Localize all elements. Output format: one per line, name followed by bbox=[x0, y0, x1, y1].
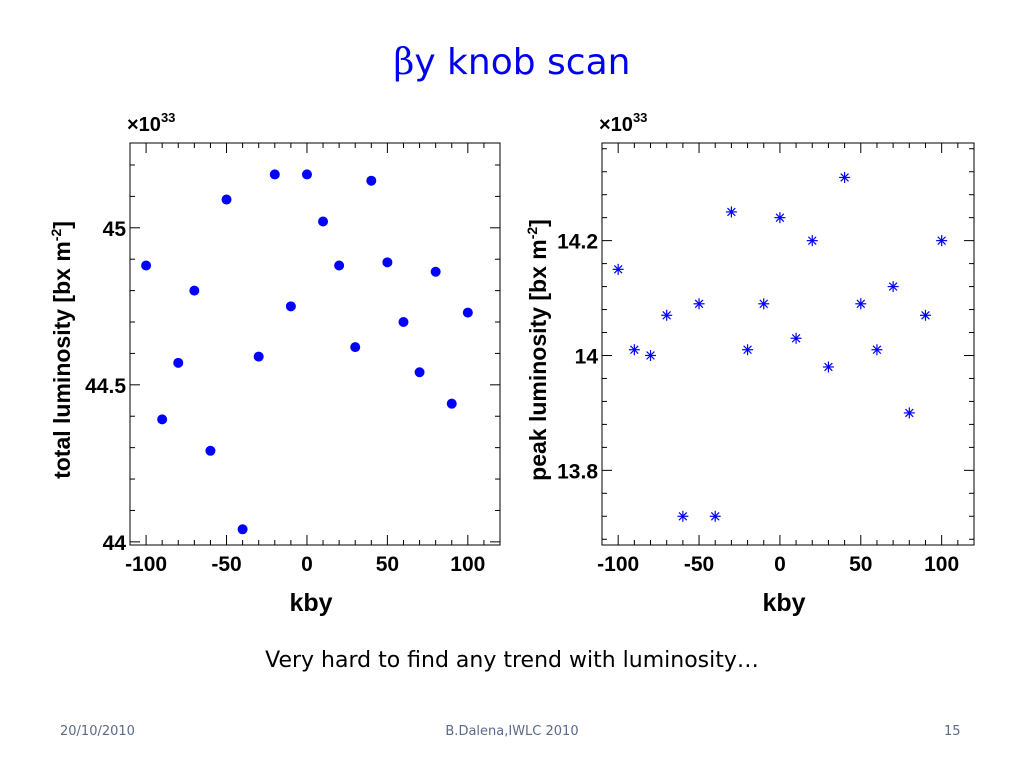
data-point bbox=[350, 342, 361, 353]
data-point bbox=[822, 361, 834, 373]
axis-exponent-base: ×10 bbox=[127, 114, 161, 136]
y-axis-label-superscript: -2 bbox=[524, 227, 540, 240]
data-point bbox=[677, 510, 689, 522]
data-point bbox=[742, 344, 754, 356]
axis-exponent-base: ×10 bbox=[599, 114, 633, 136]
x-tick-label: 100 bbox=[924, 553, 959, 576]
slide-title: βy knob scan bbox=[0, 42, 1024, 83]
data-point bbox=[709, 510, 721, 522]
data-point bbox=[919, 309, 931, 321]
data-point bbox=[790, 332, 802, 344]
data-point bbox=[725, 206, 737, 218]
data-point bbox=[237, 524, 248, 535]
x-tick-label: 0 bbox=[774, 553, 786, 576]
x-tick-label: 50 bbox=[849, 553, 872, 576]
x-tick-label: 50 bbox=[376, 553, 399, 576]
y-tick-label: 14.2 bbox=[557, 231, 598, 254]
data-point bbox=[774, 212, 786, 224]
data-point bbox=[269, 169, 280, 180]
data-point bbox=[462, 307, 473, 318]
data-point bbox=[318, 216, 329, 227]
x-tick-label: -50 bbox=[211, 553, 241, 576]
plot-frame bbox=[129, 142, 501, 546]
title-text: y knob scan bbox=[414, 42, 631, 83]
x-tick-label: 0 bbox=[301, 553, 313, 576]
data-point bbox=[758, 298, 770, 310]
y-tick-label: 44.5 bbox=[85, 375, 126, 398]
x-axis-label: kby bbox=[762, 589, 805, 617]
x-tick-label: -50 bbox=[684, 553, 714, 576]
data-point bbox=[173, 357, 184, 368]
data-point bbox=[382, 257, 393, 268]
y-tick-label: 13.8 bbox=[557, 460, 598, 483]
data-point bbox=[366, 175, 377, 186]
data-point bbox=[645, 349, 657, 361]
peak-luminosity-plot: -100 -50 0 50 100 13.8 14 14.2 ×1033 kby peak lumi… bbox=[524, 110, 975, 617]
data-point bbox=[205, 445, 216, 456]
x-tick-label: -100 bbox=[597, 553, 639, 576]
x-axis-label: kby bbox=[289, 589, 332, 617]
data-point bbox=[661, 309, 673, 321]
data-point bbox=[334, 260, 345, 271]
axis-exponent: ×1033 bbox=[127, 110, 175, 136]
y-axis-label-superscript: -2 bbox=[48, 229, 64, 242]
total-luminosity-plot: -100 -50 0 50 100 44 44.5 45 ×1033 kby total lumin… bbox=[48, 110, 501, 617]
plot-frame bbox=[601, 142, 975, 546]
y-axis-label-text: total luminosity [bx m bbox=[49, 241, 75, 479]
data-point bbox=[839, 171, 851, 183]
data-point bbox=[141, 260, 152, 271]
axis-exponent: ×1033 bbox=[599, 110, 647, 136]
y-tick-label: 45 bbox=[103, 218, 127, 241]
y-tick-label: 44 bbox=[103, 532, 127, 555]
data-point bbox=[221, 194, 232, 205]
footer-author: B.Dalena,IWLC 2010 bbox=[445, 724, 579, 739]
data-point bbox=[157, 414, 168, 425]
data-point bbox=[414, 367, 425, 378]
data-point bbox=[693, 298, 705, 310]
data-point bbox=[398, 317, 409, 328]
caption: Very hard to find any trend with luminos… bbox=[265, 648, 759, 673]
footer-date: 20/10/2010 bbox=[60, 724, 135, 739]
data-point bbox=[855, 298, 867, 310]
data-point bbox=[285, 301, 296, 312]
data-point bbox=[871, 344, 883, 356]
data-point bbox=[903, 407, 915, 419]
axis-exponent-power: 33 bbox=[161, 110, 175, 125]
x-tick-label: 100 bbox=[450, 553, 485, 576]
data-point bbox=[936, 235, 948, 247]
data-point bbox=[887, 281, 899, 293]
y-axis-label-bracket: ] bbox=[49, 221, 75, 229]
data-point bbox=[253, 351, 264, 362]
data-point bbox=[446, 398, 457, 409]
data-point bbox=[806, 235, 818, 247]
data-point bbox=[612, 263, 624, 275]
data-point bbox=[628, 344, 640, 356]
footer-page-number: 15 bbox=[944, 724, 961, 739]
y-axis-label: peak luminosity [bx m-2] bbox=[524, 219, 551, 481]
axis-exponent-power: 33 bbox=[633, 110, 647, 125]
data-point bbox=[301, 169, 312, 180]
y-tick-label: 14 bbox=[575, 345, 599, 368]
data-point bbox=[189, 285, 200, 296]
y-axis-label-bracket: ] bbox=[525, 219, 551, 227]
y-axis-label: total luminosity [bx m-2] bbox=[48, 221, 75, 479]
beta-symbol: β bbox=[393, 42, 415, 83]
x-tick-label: -100 bbox=[125, 553, 167, 576]
y-axis-label-text: peak luminosity [bx m bbox=[525, 239, 551, 481]
data-point bbox=[430, 266, 441, 277]
